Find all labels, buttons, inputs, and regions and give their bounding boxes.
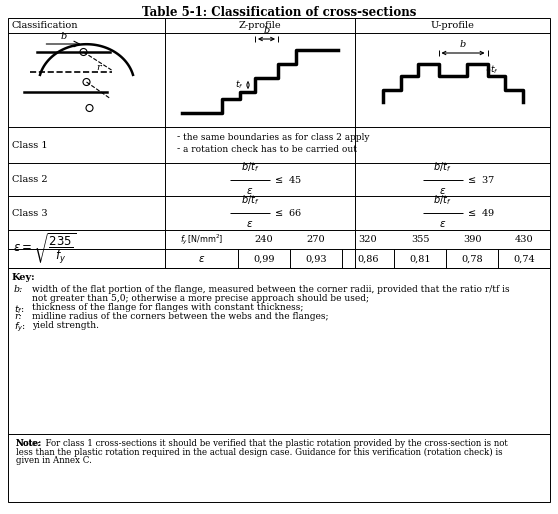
Text: 0,93: 0,93 (305, 254, 327, 264)
Text: $\leq$ 37: $\leq$ 37 (465, 174, 494, 185)
Text: $b/t_f$: $b/t_f$ (240, 193, 259, 207)
Text: $\varepsilon = \sqrt{\dfrac{235}{f_y}}$: $\varepsilon = \sqrt{\dfrac{235}{f_y}}$ (13, 232, 76, 266)
Text: 355: 355 (411, 235, 429, 244)
Text: 0,74: 0,74 (513, 254, 535, 264)
Text: $b/t_f$: $b/t_f$ (240, 160, 259, 174)
Text: Note:  For class 1 cross-sections it should be verified that the plastic rotatio: Note: For class 1 cross-sections it shou… (16, 439, 508, 448)
Text: midline radius of the corners between the webs and the flanges;: midline radius of the corners between th… (32, 312, 329, 321)
Text: $b/t_f$: $b/t_f$ (433, 193, 452, 207)
Text: a rotation check has to be carried out: a rotation check has to be carried out (183, 144, 357, 154)
Text: r: r (97, 64, 101, 72)
Text: b:: b: (14, 285, 23, 294)
Text: yield strength.: yield strength. (32, 321, 99, 330)
Text: not greater than 5,0; otherwise a more precise approach should be used;: not greater than 5,0; otherwise a more p… (32, 294, 369, 303)
Bar (8, 268, 550, 502)
Text: 0,78: 0,78 (461, 254, 483, 264)
Text: $\leq$ 66: $\leq$ 66 (273, 208, 302, 218)
Text: U-profile: U-profile (431, 21, 474, 30)
Text: $b/t_f$: $b/t_f$ (433, 160, 452, 174)
Text: 0,86: 0,86 (357, 254, 379, 264)
Text: -: - (177, 133, 180, 141)
Text: less than the plastic rotation required in the actual design case. Guidance for : less than the plastic rotation required … (16, 448, 503, 456)
Text: $\leq$ 45: $\leq$ 45 (273, 174, 302, 185)
Text: $\varepsilon$: $\varepsilon$ (198, 254, 205, 264)
Text: b: b (60, 32, 66, 41)
Text: given in Annex C.: given in Annex C. (16, 456, 92, 465)
Text: $\varepsilon$: $\varepsilon$ (439, 186, 446, 195)
Text: $\varepsilon$: $\varepsilon$ (247, 219, 254, 229)
Text: 320: 320 (359, 235, 377, 244)
Text: $\varepsilon$: $\varepsilon$ (439, 219, 446, 229)
Bar (8, 18, 550, 268)
Text: r:: r: (14, 312, 22, 321)
Text: -: - (177, 144, 180, 154)
Text: 270: 270 (307, 235, 325, 244)
Text: 430: 430 (514, 235, 533, 244)
Text: Note:: Note: (16, 439, 42, 448)
Text: Z-profile: Z-profile (239, 21, 281, 30)
Text: $\leq$ 49: $\leq$ 49 (465, 208, 494, 218)
Text: b: b (263, 26, 270, 35)
Text: $t_f$: $t_f$ (235, 79, 244, 91)
Text: Class 2: Class 2 (12, 175, 47, 184)
Text: 390: 390 (463, 235, 481, 244)
Text: Class 3: Class 3 (12, 209, 47, 217)
Text: $t_f$: $t_f$ (489, 64, 498, 76)
Text: $t_f$:: $t_f$: (14, 303, 25, 316)
Text: the same boundaries as for class 2 apply: the same boundaries as for class 2 apply (183, 133, 369, 141)
Text: $f_y\,\mathrm{[N/mm^2]}$: $f_y\,\mathrm{[N/mm^2]}$ (180, 232, 223, 247)
Text: $f_y$:: $f_y$: (14, 321, 26, 334)
Text: Key:: Key: (12, 273, 36, 282)
Text: b: b (460, 40, 466, 49)
Text: Classification: Classification (12, 21, 79, 30)
Text: Table 5-1: Classification of cross-sections: Table 5-1: Classification of cross-secti… (142, 6, 416, 19)
Text: 240: 240 (254, 235, 273, 244)
Text: 0,99: 0,99 (253, 254, 275, 264)
Text: Class 1: Class 1 (12, 140, 47, 150)
Text: 0,81: 0,81 (409, 254, 431, 264)
Text: thickness of the flange for flanges with constant thickness;: thickness of the flange for flanges with… (32, 303, 304, 312)
Text: width of the flat portion of the flange, measured between the corner radii, prov: width of the flat portion of the flange,… (32, 285, 509, 294)
Text: $\varepsilon$: $\varepsilon$ (247, 186, 254, 195)
